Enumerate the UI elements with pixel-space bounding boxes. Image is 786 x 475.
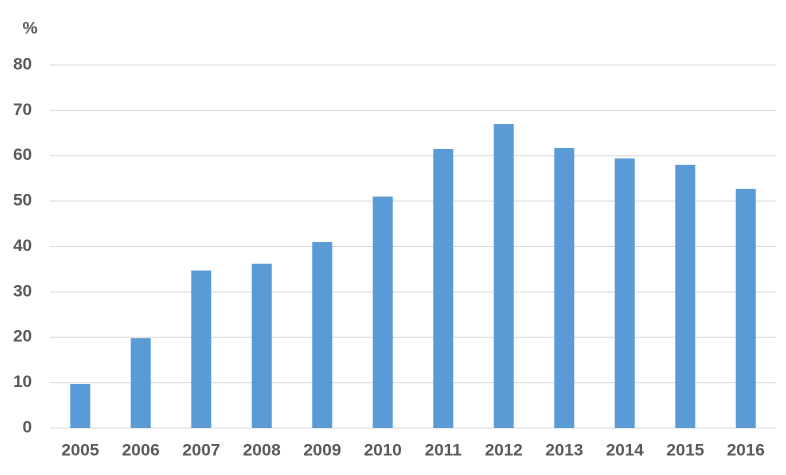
bar [70,383,91,428]
x-tick-label: 2016 [727,440,765,459]
bar [312,241,333,428]
bar [191,270,212,428]
y-tick-label: 20 [13,327,32,346]
x-tick-label: 2011 [425,440,462,459]
x-tick-label: 2005 [61,440,99,459]
bar [130,338,151,428]
y-tick-label: 50 [13,191,32,210]
x-tick-label: 2006 [122,440,160,459]
bar [675,164,696,428]
x-tick-label: 2014 [606,440,644,459]
bar [554,148,575,428]
y-tick-label: 40 [13,236,32,255]
bar [251,263,272,428]
bar [433,148,454,428]
y-tick-label: 80 [13,54,32,73]
bar [614,158,635,428]
y-axis-label: % [22,18,37,37]
y-tick-label: 70 [13,100,32,119]
bar [735,188,756,428]
x-tick-label: 2009 [303,440,341,459]
y-tick-label: 60 [13,145,32,164]
bar [372,196,393,428]
y-tick-label: 0 [23,417,32,436]
x-tick-label: 2012 [485,440,523,459]
x-tick-label: 2010 [364,440,402,459]
y-tick-label: 30 [13,281,32,300]
x-tick-label: 2013 [545,440,583,459]
x-tick-label: 2008 [243,440,281,459]
x-tick-label: 2007 [182,440,220,459]
bar [493,123,514,429]
y-tick-label: 10 [13,372,32,391]
x-tick-label: 2015 [666,440,704,459]
